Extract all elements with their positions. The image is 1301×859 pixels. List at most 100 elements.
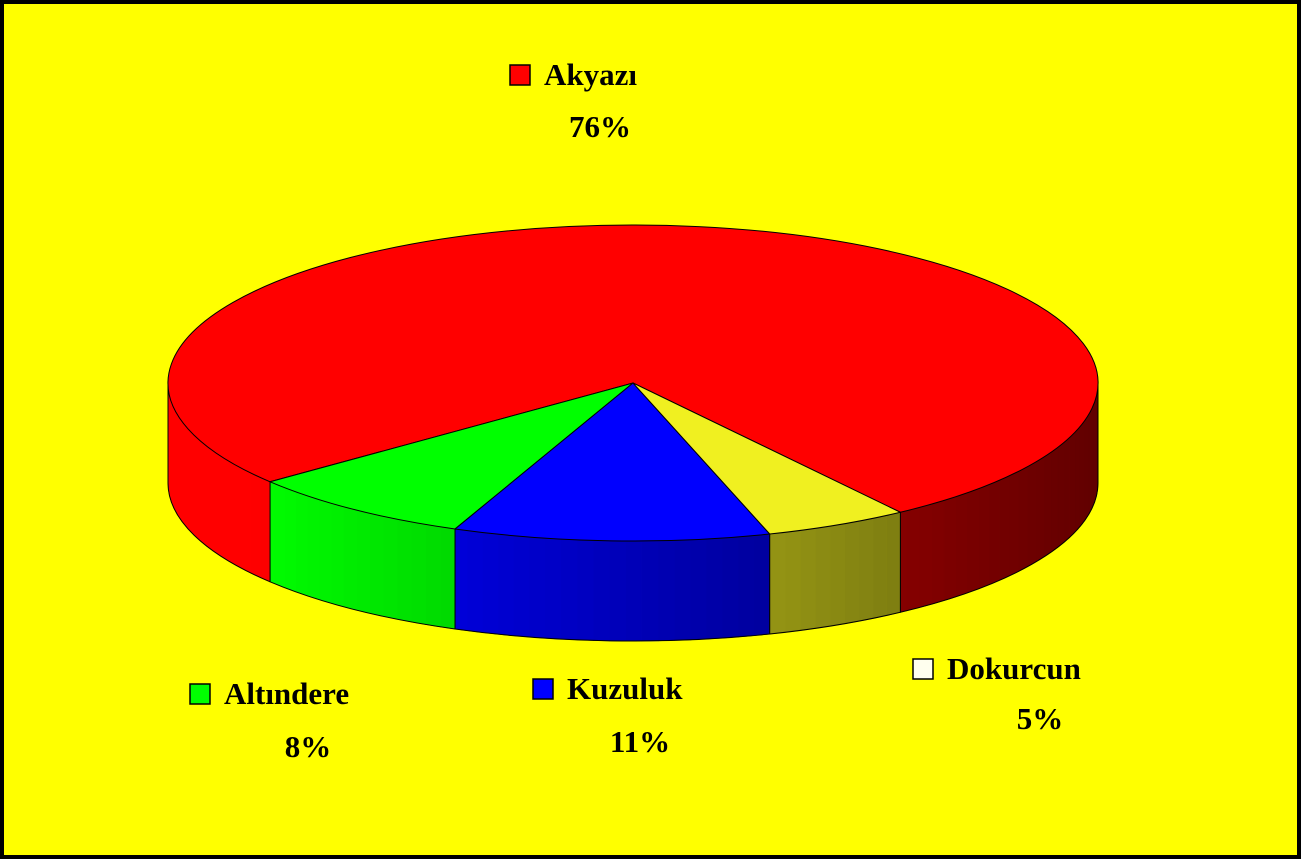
slice-side — [829, 523, 846, 627]
legend-swatch — [509, 64, 531, 86]
slice — [167, 224, 1099, 513]
slice-side — [592, 540, 610, 642]
slice-side — [858, 517, 874, 622]
slice-side — [1087, 410, 1092, 517]
slice-side — [1063, 436, 1071, 543]
slice-side — [886, 511, 901, 616]
slice-side — [382, 515, 398, 620]
slice-side — [560, 538, 578, 641]
slice-side — [706, 537, 723, 640]
value-label: 8% — [285, 729, 332, 764]
slice-side — [295, 491, 308, 597]
slice — [453, 382, 771, 542]
slice-side — [784, 530, 801, 633]
slice-side — [999, 475, 1010, 581]
slice-side — [182, 422, 188, 530]
slice-side — [988, 479, 1000, 586]
slice-side — [369, 512, 384, 617]
slice-side — [978, 484, 990, 590]
slice-side — [232, 463, 242, 569]
value-label: 76% — [569, 109, 631, 144]
slice-side — [943, 496, 957, 601]
slice-side — [343, 506, 357, 611]
slice-side — [1027, 461, 1036, 568]
slice-side — [609, 540, 626, 642]
slice-side — [1008, 470, 1019, 577]
slice-side — [1035, 456, 1044, 563]
slice-side — [513, 535, 530, 638]
slice-side — [753, 533, 771, 636]
slice-side — [674, 539, 691, 641]
slice-side — [1043, 451, 1052, 558]
slice-side — [217, 453, 226, 560]
legend-swatch — [532, 678, 554, 700]
slice-side — [1069, 431, 1076, 538]
slice-side — [800, 527, 816, 631]
slice-side — [576, 539, 594, 641]
slice-side — [1083, 414, 1089, 523]
slice-side — [330, 502, 344, 608]
slice-side — [528, 536, 546, 639]
slice-side — [269, 481, 275, 584]
slice-side — [872, 514, 888, 619]
slice-side — [1057, 441, 1065, 548]
slice-label: Akyazı — [544, 57, 637, 92]
slice-side — [955, 492, 968, 598]
slice-side — [197, 438, 205, 545]
slice-side — [815, 525, 831, 629]
slice-side — [439, 526, 456, 630]
slice-side — [454, 528, 468, 631]
slice-side-outline — [167, 383, 271, 583]
slice-side-outline — [899, 383, 1099, 613]
slice-label: Dokurcun — [947, 651, 1081, 686]
value-label: 5% — [1017, 701, 1064, 736]
slice-side — [259, 476, 271, 583]
slice-label: Kuzuluk — [567, 671, 683, 706]
slice-side — [482, 532, 499, 635]
slice-side — [900, 510, 907, 613]
slice-side — [466, 530, 483, 633]
slice-side — [931, 500, 945, 605]
slice-side — [967, 488, 979, 594]
slice-side — [906, 507, 920, 612]
value-label: 11% — [610, 724, 670, 759]
slice-side — [170, 401, 174, 508]
slice-side — [844, 520, 860, 625]
slice-side — [192, 432, 199, 540]
slice-side — [187, 427, 193, 535]
slice — [268, 382, 634, 530]
slice-side-outline — [454, 528, 771, 642]
slice-side — [425, 524, 441, 628]
slice-side — [1079, 420, 1085, 528]
slice-side — [722, 536, 739, 639]
slice-side — [224, 458, 234, 565]
slice-side — [625, 540, 643, 642]
slice-side — [210, 448, 218, 555]
legend-swatch — [912, 658, 934, 680]
slice-side — [318, 499, 332, 604]
slice-side — [173, 406, 177, 514]
slice-side — [284, 487, 297, 593]
slice-side — [175, 411, 180, 519]
slice-label: Altındere — [224, 676, 349, 711]
slice-side — [690, 538, 707, 641]
slice-side — [179, 416, 184, 524]
slice-side — [306, 495, 320, 600]
slice-side — [918, 503, 933, 608]
slice-side — [497, 533, 514, 637]
slice-side — [356, 509, 370, 614]
slice-side — [250, 472, 261, 578]
slice-side — [1018, 466, 1028, 572]
slice-side-outline — [269, 481, 456, 630]
slice-side — [641, 540, 659, 642]
slice-side — [1074, 425, 1081, 533]
slice-side — [738, 535, 755, 638]
slice-side — [203, 443, 211, 550]
slice-side — [544, 537, 562, 640]
slice-side — [657, 540, 675, 642]
slice-side — [396, 518, 412, 623]
slice-side — [769, 531, 786, 635]
slice-side — [241, 467, 252, 574]
slice-side — [1050, 446, 1059, 553]
